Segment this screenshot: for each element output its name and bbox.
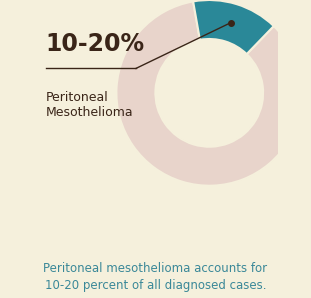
Text: Peritoneal mesothelioma accounts for
10-20 percent of all diagnosed cases.: Peritoneal mesothelioma accounts for 10-… <box>44 262 267 292</box>
Wedge shape <box>116 1 302 186</box>
Wedge shape <box>193 0 274 54</box>
Text: Peritoneal
Mesothelioma: Peritoneal Mesothelioma <box>45 91 133 119</box>
Text: 10-20%: 10-20% <box>45 32 145 56</box>
